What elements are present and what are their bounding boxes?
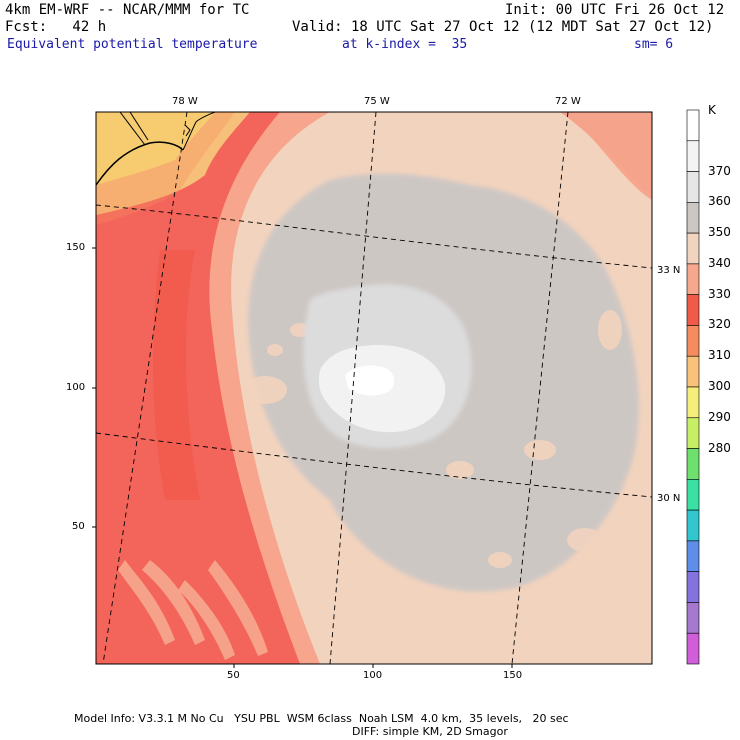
colorbar xyxy=(686,109,700,665)
x-tick-50: 50 xyxy=(227,670,240,681)
x-tick-100: 100 xyxy=(363,670,383,681)
colorbar-swatch xyxy=(686,386,700,419)
lon-label-78w: 78 W xyxy=(172,96,198,107)
colorbar-swatch xyxy=(686,202,700,234)
colorbar-swatch xyxy=(686,294,700,326)
y-tick-50: 50 xyxy=(72,521,85,532)
model-info: Model Info: V3.3.1 M No Cu YSU PBL WSM 6… xyxy=(74,712,569,725)
colorbar-label-280: 280 xyxy=(708,440,731,455)
colorbar-label-330: 330 xyxy=(708,286,731,301)
theta-e-field xyxy=(96,112,652,664)
colorbar-unit: K xyxy=(708,103,716,117)
colorbar-swatch xyxy=(686,540,700,572)
colorbar-swatch xyxy=(686,479,700,511)
colorbar-swatch xyxy=(686,417,700,449)
diffusion-info: DIFF: simple KM, 2D Smagor xyxy=(352,725,508,738)
colorbar-label-300: 300 xyxy=(708,379,731,393)
colorbar-label-350: 350 xyxy=(708,225,731,240)
colorbar-swatch xyxy=(686,109,700,142)
field-name: Equivalent potential temperature xyxy=(7,37,258,52)
colorbar-swatch xyxy=(686,632,700,665)
lat-label-30n: 30 N xyxy=(657,493,681,504)
colorbar-swatch xyxy=(686,171,700,203)
colorbar-swatch xyxy=(686,263,700,295)
colorbar-swatch xyxy=(686,571,700,603)
colorbar-swatch xyxy=(686,325,700,357)
init-time: Init: 00 UTC Fri 26 Oct 12 xyxy=(505,2,725,18)
colorbar-swatch xyxy=(686,509,700,542)
colorbar-label-290: 290 xyxy=(708,409,731,424)
colorbar-swatch xyxy=(686,602,700,634)
colorbar-label-340: 340 xyxy=(708,255,731,270)
y-tick-150: 150 xyxy=(66,242,86,253)
lon-label-75w: 75 W xyxy=(364,96,390,107)
gridline-75w xyxy=(329,112,377,664)
colorbar-swatch xyxy=(686,448,700,480)
colorbar-label-320: 320 xyxy=(708,317,731,332)
colorbar-swatch xyxy=(686,140,700,172)
level-info: at k-index = 35 xyxy=(342,37,468,52)
lon-label-72w: 72 W xyxy=(555,96,581,107)
forecast-hour: Fcst: 42 h xyxy=(5,19,107,35)
valid-time: Valid: 18 UTC Sat 27 Oct 12 (12 MDT Sat … xyxy=(292,19,714,35)
y-tick-100: 100 xyxy=(66,382,86,393)
smoothing-info: sm= 6 xyxy=(634,37,674,52)
model-title: 4km EM-WRF -- NCAR/MMM for TC xyxy=(5,2,250,18)
lat-label-33n: 33 N xyxy=(657,265,681,276)
colorbar-label-310: 310 xyxy=(708,348,731,363)
colorbar-swatch xyxy=(686,232,700,265)
colorbar-label-360: 360 xyxy=(708,194,731,209)
colorbar-label-370: 370 xyxy=(708,163,731,178)
colorbar-swatch xyxy=(686,355,700,388)
x-tick-150: 150 xyxy=(503,670,523,681)
